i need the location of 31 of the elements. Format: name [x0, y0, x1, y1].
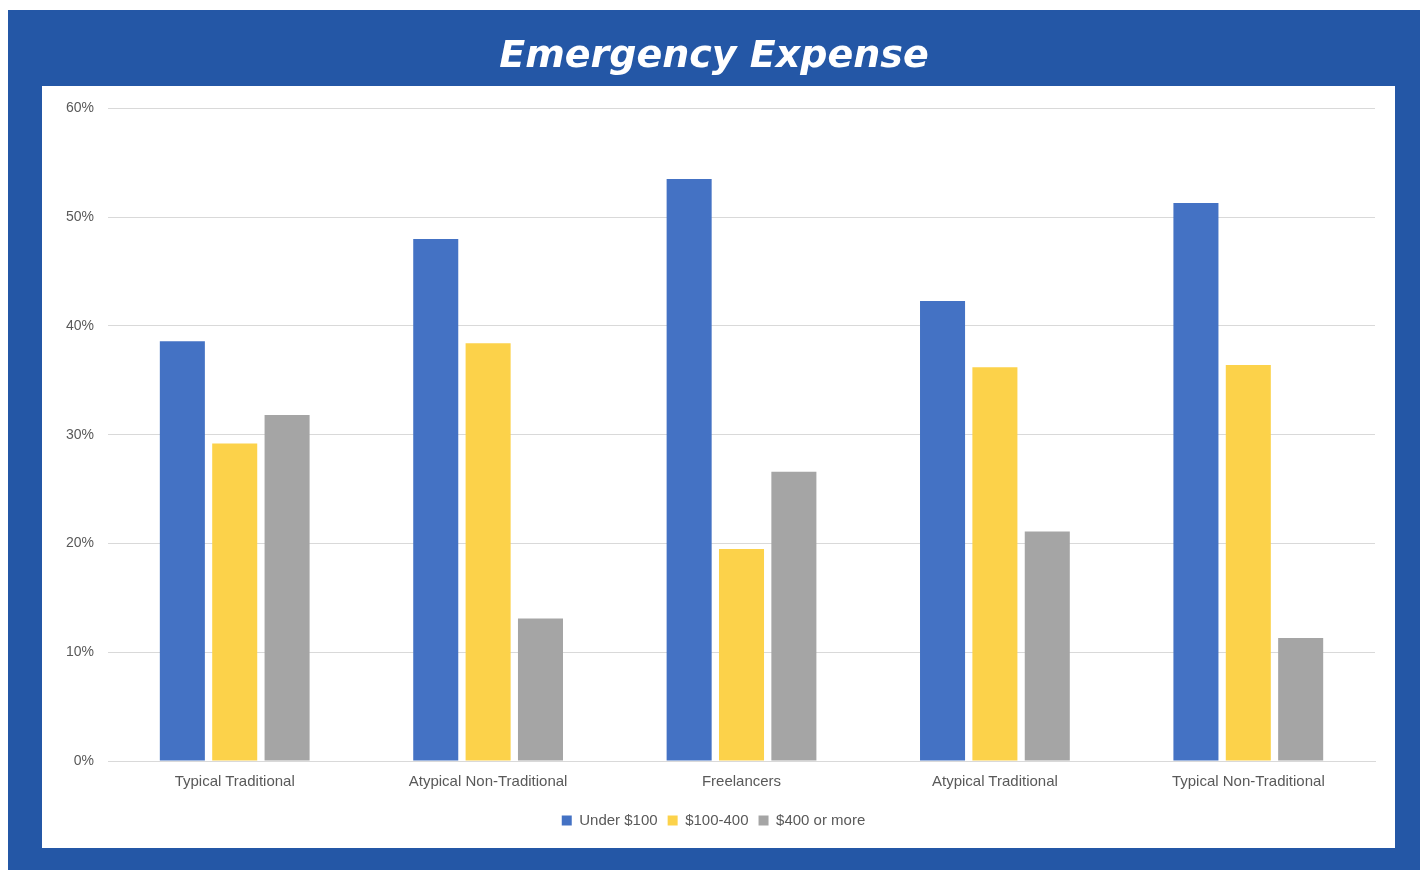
bar	[666, 179, 712, 761]
legend-label: $400 or more	[776, 810, 866, 828]
bar	[159, 341, 205, 761]
x-tick-label: Typical Non-Traditional	[1171, 772, 1325, 790]
legend-label: Under $100	[579, 810, 658, 828]
y-tick-label: 60%	[65, 99, 95, 116]
x-tick-label: Atypical Non-Traditional	[408, 772, 568, 790]
y-tick-label: 20%	[65, 534, 95, 551]
bar	[1024, 531, 1070, 761]
y-tick-label: 10%	[65, 643, 95, 660]
bar	[771, 471, 817, 761]
bar	[718, 548, 765, 761]
bar	[972, 367, 1018, 761]
x-tick-label: Atypical Traditional	[931, 772, 1058, 790]
y-tick-label: 0%	[73, 751, 95, 768]
y-tick-label: 30%	[65, 425, 95, 442]
bar	[517, 618, 563, 761]
bar	[413, 238, 459, 761]
bar	[465, 343, 511, 761]
bar	[212, 443, 258, 761]
chart-title: Emergency Expense	[498, 32, 930, 76]
x-tick-label: Typical Traditional	[174, 772, 295, 790]
y-tick-label: 50%	[65, 208, 95, 225]
bar	[1173, 203, 1219, 761]
bar	[264, 415, 310, 761]
x-tick-label: Freelancers	[701, 772, 782, 790]
legend-label: $100-400	[685, 810, 749, 828]
bar	[1278, 638, 1324, 761]
bar	[920, 300, 966, 761]
y-tick-label: 40%	[65, 316, 95, 333]
bar	[1225, 365, 1271, 761]
